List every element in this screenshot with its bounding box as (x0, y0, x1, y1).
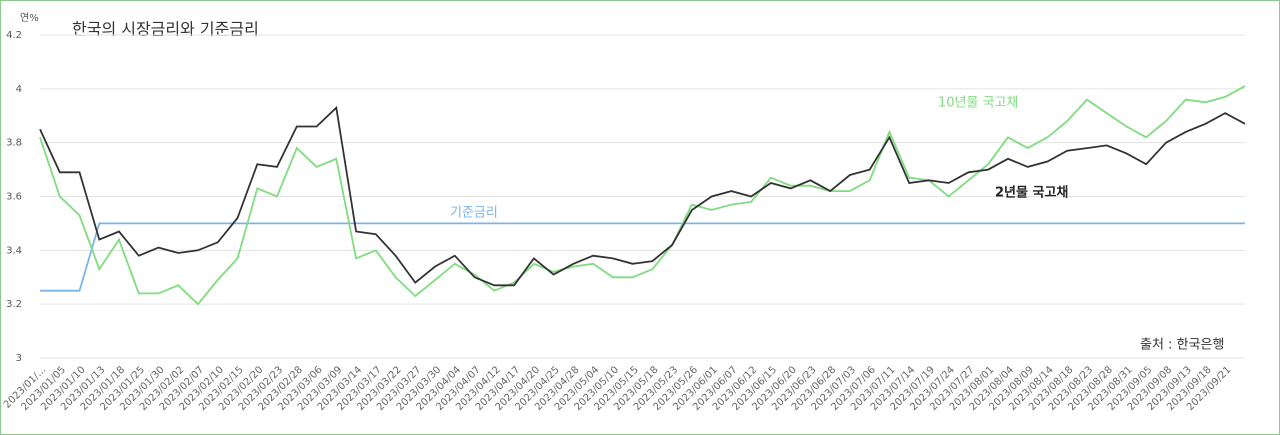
series-label: 기준금리 (450, 206, 498, 221)
y-tick-label: 4.2 (6, 30, 22, 41)
y-tick-label: 3 (16, 353, 22, 364)
series-label: 10년물 국고채 (938, 96, 1018, 111)
y-tick-label: 3.2 (6, 299, 22, 310)
series-label: 2년물 국고채 (995, 186, 1068, 201)
y-tick-label: 3.8 (6, 138, 22, 149)
series-line (39, 85, 1246, 306)
series-line (40, 222, 1245, 292)
source: 출처 : 한국은행 (1140, 337, 1224, 353)
chart-title: 한국의 시장금리와 기준금리 (72, 20, 259, 39)
y-unit: 연% (20, 12, 39, 24)
y-tick-label: 4 (16, 84, 22, 95)
series-line (39, 105, 1246, 287)
y-tick-label: 3.4 (6, 245, 22, 256)
y-tick-label: 3.6 (6, 192, 22, 203)
